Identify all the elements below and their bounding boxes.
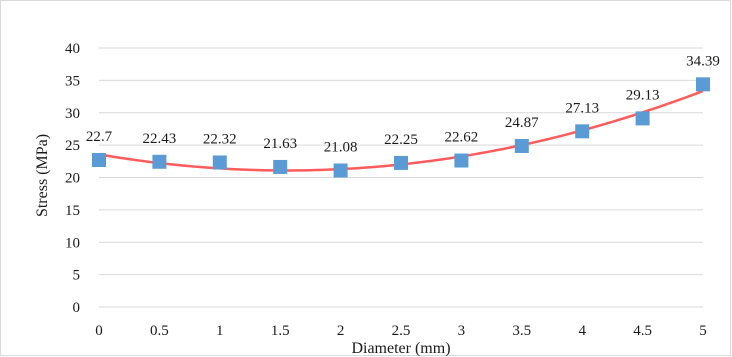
x-tick-label: 3 <box>458 323 466 339</box>
data-point-marker <box>394 155 408 170</box>
data-label: 24.87 <box>505 115 539 131</box>
data-point-marker <box>514 138 529 153</box>
data-labels: 22.7 22.43 22.32 21.63 21.08 22.25 22.62 24.87 2… <box>86 53 720 155</box>
y-tick-label: 10 <box>65 235 80 251</box>
x-tick-label: 5 <box>699 323 707 339</box>
data-label: 29.13 <box>626 87 660 103</box>
x-tick-label: 0.5 <box>150 323 169 339</box>
y-tick-label: 25 <box>65 138 80 154</box>
data-point-marker <box>152 154 167 169</box>
x-tick-labels: 0 0.5 1 1.5 2 2.5 3 3.5 4 4.5 5 <box>95 323 707 339</box>
data-point-marker <box>635 111 650 126</box>
data-point-marker <box>92 153 106 168</box>
data-label: 22.32 <box>203 131 237 147</box>
y-tick-label: 15 <box>65 203 80 219</box>
data-label: 22.7 <box>86 129 113 145</box>
x-tick-label: 0 <box>95 323 103 339</box>
data-point-marker <box>273 159 288 174</box>
gridlines <box>99 47 703 308</box>
y-tick-labels: 0 5 10 15 20 25 30 35 40 <box>65 41 80 316</box>
y-tick-label: 40 <box>65 41 80 57</box>
y-tick-label: 0 <box>73 300 81 316</box>
x-tick-label: 1 <box>216 323 224 339</box>
x-axis-title: Diameter (mm) <box>351 340 450 357</box>
data-label: 22.43 <box>143 131 177 147</box>
data-label: 34.39 <box>686 53 720 69</box>
data-label: 22.25 <box>384 132 418 148</box>
x-tick-label: 3.5 <box>512 323 531 339</box>
data-point-marker <box>212 155 227 170</box>
data-point-marker <box>575 124 590 139</box>
data-label: 21.08 <box>324 140 358 156</box>
data-point-marker <box>696 77 710 92</box>
x-tick-label: 4 <box>578 323 586 339</box>
x-tick-label: 2 <box>337 323 345 339</box>
x-tick-label: 2.5 <box>392 323 411 339</box>
x-tick-label: 4.5 <box>633 323 652 339</box>
x-tick-label: 1.5 <box>271 323 290 339</box>
data-label: 22.62 <box>445 130 479 146</box>
y-tick-label: 5 <box>73 268 81 284</box>
data-label: 27.13 <box>565 100 599 116</box>
y-tick-label: 35 <box>65 73 80 89</box>
y-tick-label: 30 <box>65 106 80 122</box>
data-point-marker <box>454 153 469 168</box>
data-point-marker <box>333 163 348 178</box>
data-label: 21.63 <box>263 136 297 152</box>
data-points <box>92 77 710 178</box>
y-tick-label: 20 <box>65 171 80 187</box>
y-axis-title: Stress (MPa) <box>34 134 51 217</box>
